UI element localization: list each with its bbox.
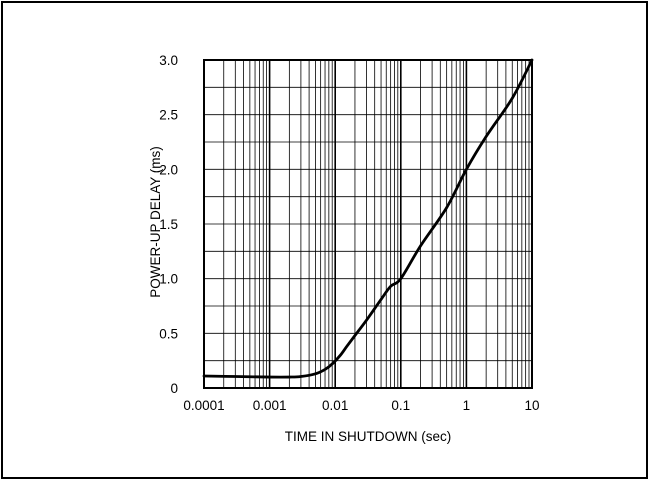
x-tick-label: 10 — [524, 398, 539, 413]
y-tick-label: 0 — [170, 381, 178, 396]
x-axis-title: TIME IN SHUTDOWN (sec) — [285, 429, 452, 444]
y-tick-label: 0.5 — [159, 326, 178, 341]
power-up-delay-curve — [202, 58, 534, 379]
x-tick-label: 0.001 — [253, 398, 287, 413]
x-tick-label: 1 — [463, 398, 471, 413]
y-axis-title: POWER-UP DELAY (ms) — [148, 146, 163, 298]
x-tick-label: 0.01 — [322, 398, 348, 413]
x-tick-label: 0.1 — [391, 398, 410, 413]
data-series — [202, 58, 534, 379]
y-tick-label: 1.0 — [159, 272, 178, 287]
y-tick-label: 2.0 — [159, 162, 178, 177]
y-tick-label: 3.0 — [159, 53, 178, 68]
plot-area-border — [203, 59, 533, 389]
x-tick-labels: 0.0001 0.001 0.01 0.1 1 10 — [183, 398, 539, 413]
y-tick-labels: 0 0.5 1.0 1.5 2.0 2.5 3.0 — [159, 53, 178, 396]
y-tick-label: 1.5 — [159, 217, 178, 232]
x-tick-label: 0.0001 — [183, 398, 224, 413]
y-tick-label: 2.5 — [159, 108, 178, 123]
